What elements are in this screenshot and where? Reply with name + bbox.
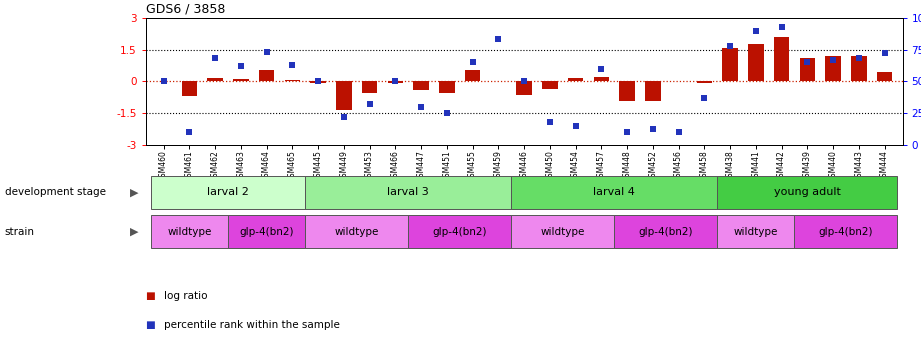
Bar: [851, 56, 867, 81]
Point: [259, 49, 274, 55]
Point: [568, 123, 583, 129]
Text: larval 4: larval 4: [593, 187, 635, 197]
Text: larval 2: larval 2: [207, 187, 249, 197]
Text: wildtype: wildtype: [734, 226, 778, 237]
Point: [157, 79, 171, 84]
Text: development stage: development stage: [5, 187, 106, 197]
Point: [439, 110, 454, 116]
Point: [697, 95, 712, 101]
Bar: [310, 81, 326, 83]
Bar: [388, 81, 403, 83]
Point: [646, 126, 660, 132]
Point: [594, 66, 609, 71]
Bar: [748, 44, 764, 81]
Bar: [511, 176, 717, 209]
Bar: [593, 76, 609, 81]
Point: [207, 56, 222, 61]
Point: [362, 101, 377, 107]
Point: [749, 28, 764, 34]
Bar: [207, 78, 223, 81]
Point: [336, 114, 351, 120]
Text: GDS6 / 3858: GDS6 / 3858: [146, 2, 225, 15]
Point: [182, 129, 197, 135]
Bar: [877, 72, 892, 81]
Bar: [181, 81, 197, 96]
Bar: [151, 215, 227, 248]
Point: [517, 79, 531, 84]
Point: [826, 57, 841, 62]
Text: wildtype: wildtype: [334, 226, 379, 237]
Text: glp-4(bn2): glp-4(bn2): [239, 226, 294, 237]
Bar: [336, 81, 352, 110]
Point: [723, 43, 738, 49]
Text: ▶: ▶: [130, 226, 138, 237]
Text: strain: strain: [5, 226, 35, 237]
Bar: [233, 79, 249, 81]
Point: [620, 129, 635, 135]
Bar: [619, 81, 635, 101]
Text: glp-4(bn2): glp-4(bn2): [819, 226, 873, 237]
Bar: [151, 176, 305, 209]
Bar: [799, 58, 815, 81]
Point: [775, 24, 789, 30]
Bar: [408, 215, 511, 248]
Point: [800, 59, 815, 65]
Bar: [825, 56, 841, 81]
Bar: [614, 215, 717, 248]
Bar: [414, 81, 429, 90]
Point: [851, 56, 866, 61]
Point: [542, 119, 557, 125]
Bar: [568, 77, 583, 81]
Point: [310, 79, 325, 84]
Bar: [717, 176, 897, 209]
Text: ■: ■: [146, 291, 156, 301]
Bar: [795, 215, 897, 248]
Text: wildtype: wildtype: [541, 226, 585, 237]
Point: [388, 79, 402, 84]
Text: log ratio: log ratio: [164, 291, 207, 301]
Text: larval 3: larval 3: [388, 187, 429, 197]
Bar: [362, 81, 378, 93]
Bar: [227, 215, 305, 248]
Bar: [465, 70, 480, 81]
Point: [877, 50, 892, 56]
Bar: [542, 81, 557, 89]
Bar: [696, 81, 712, 83]
Bar: [439, 81, 455, 93]
Bar: [285, 80, 300, 81]
Text: wildtype: wildtype: [167, 226, 212, 237]
Point: [233, 63, 248, 69]
Point: [465, 59, 480, 65]
Point: [491, 36, 506, 42]
Point: [671, 129, 686, 135]
Bar: [774, 37, 789, 81]
Bar: [645, 81, 660, 101]
Bar: [722, 49, 738, 81]
Text: ▶: ▶: [130, 187, 138, 197]
Bar: [517, 81, 531, 95]
Text: ■: ■: [146, 320, 156, 330]
Bar: [511, 215, 614, 248]
Text: glp-4(bn2): glp-4(bn2): [433, 226, 487, 237]
Bar: [717, 215, 795, 248]
Point: [285, 62, 299, 67]
Text: percentile rank within the sample: percentile rank within the sample: [164, 320, 340, 330]
Text: young adult: young adult: [774, 187, 841, 197]
Bar: [305, 176, 511, 209]
Bar: [259, 70, 274, 81]
Point: [414, 104, 428, 110]
Bar: [305, 215, 408, 248]
Text: glp-4(bn2): glp-4(bn2): [638, 226, 693, 237]
